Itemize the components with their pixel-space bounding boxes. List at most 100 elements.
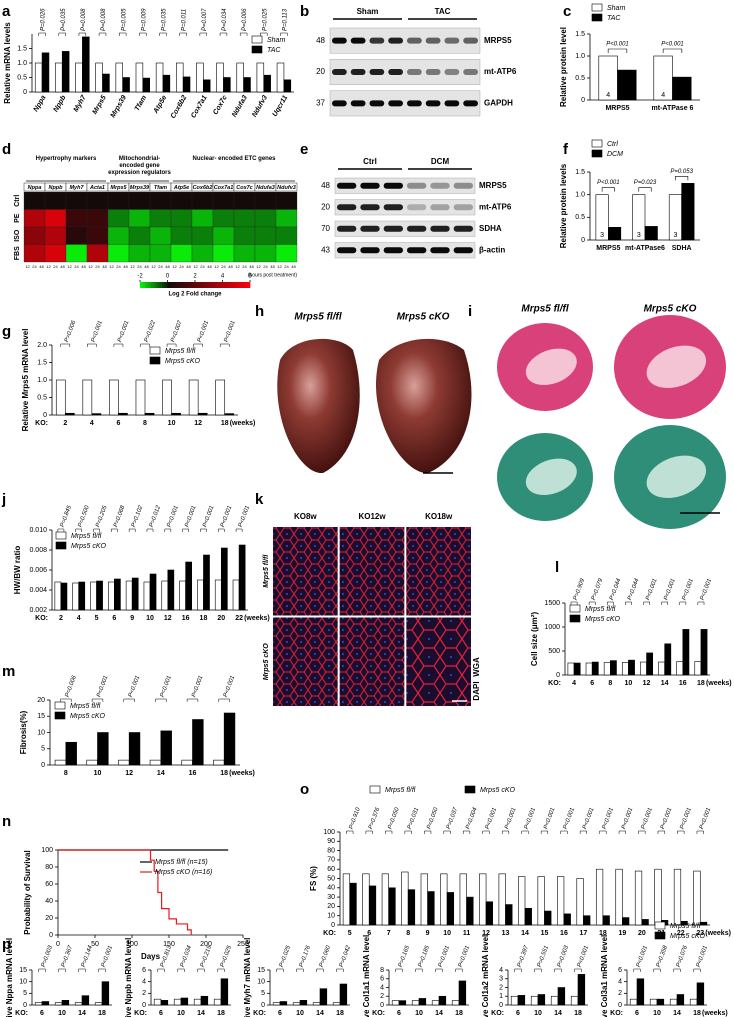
bar: [634, 870, 643, 926]
p-value: P<0.001: [117, 320, 130, 343]
timepoint-label: 24: [74, 264, 79, 269]
marker-label: 20: [321, 202, 330, 211]
bar: [682, 629, 690, 676]
p-value: P<0.001: [543, 807, 556, 830]
bar: [102, 73, 110, 93]
bar: [220, 547, 228, 611]
bracket: [570, 601, 578, 605]
marker-label: 37: [316, 98, 325, 107]
y-axis-label: Relative Col3a1 mRNA level: [600, 935, 609, 1017]
heat-cell: [86, 244, 109, 263]
column-label: KO8w: [294, 512, 317, 521]
heat-cell: [212, 191, 235, 210]
n-label: 4: [606, 92, 610, 99]
bracket: [601, 187, 615, 192]
row-label: PE: [14, 213, 21, 223]
bracket: [60, 698, 72, 702]
panel-letter: b: [300, 3, 309, 20]
heat-cell: [23, 226, 46, 245]
bar: [176, 62, 184, 93]
x-prefix: KO:: [15, 1010, 28, 1017]
bracket: [534, 968, 542, 972]
bracket: [111, 528, 118, 532]
bar: [411, 1000, 420, 1006]
n-label: 3: [686, 232, 690, 239]
p-value: P=0.165: [398, 944, 412, 968]
timepoint-label: 12: [25, 264, 30, 269]
bar: [72, 582, 80, 611]
bar: [505, 904, 513, 926]
blot-band: [430, 247, 450, 254]
y-tick-label: 80: [45, 864, 53, 871]
y-tick-label: 20: [37, 697, 45, 704]
timepoint-label: 24: [284, 264, 289, 269]
bar: [689, 998, 698, 1006]
x-tick-label: 18: [697, 680, 705, 687]
bracket: [155, 698, 167, 702]
p-value: P=0.176: [299, 944, 313, 968]
gene-label: Mrps39: [130, 185, 150, 191]
colorbar-tick-label: 2: [193, 274, 197, 280]
row-label: Mrps5 cKO: [263, 643, 270, 681]
heat-cell: [149, 244, 172, 263]
bar: [171, 412, 181, 416]
bar: [401, 871, 409, 926]
bracket: [661, 601, 669, 605]
legend-swatch: [569, 614, 581, 623]
bracket: [123, 698, 135, 702]
timepoint-label: 12: [214, 264, 219, 269]
blot-band: [430, 182, 450, 189]
blot-band: [332, 37, 347, 44]
colorbar-step: [222, 282, 226, 288]
micrograph: [339, 527, 405, 616]
timepoint-label: 48: [291, 264, 296, 269]
bracket: [574, 968, 582, 972]
blot-band: [453, 247, 473, 254]
bar: [125, 580, 133, 611]
bar: [672, 76, 692, 101]
x-tick-label: 4: [77, 615, 81, 622]
p-value: P=0.008: [81, 8, 87, 31]
colorbar-step: [214, 282, 218, 288]
bracket: [239, 32, 248, 36]
blot-strip: [334, 220, 476, 237]
bracket: [633, 968, 641, 972]
bracket: [128, 528, 136, 532]
legend-label: TAC: [267, 47, 281, 54]
legend-swatch: [591, 3, 603, 12]
bar: [595, 868, 604, 926]
blot-band: [407, 204, 427, 211]
blot-band: [463, 69, 478, 75]
p-value: P<0.001: [202, 505, 215, 528]
x-prefix: KO:: [323, 930, 336, 937]
y-tick-label: 50: [327, 875, 335, 882]
legend-swatch: [55, 541, 67, 550]
bar: [149, 759, 162, 766]
bar: [510, 995, 519, 1006]
p-value: P=0.035: [61, 8, 67, 31]
p-value: P=0.034: [222, 8, 228, 31]
bar: [339, 983, 348, 1006]
blot-band: [407, 225, 427, 232]
x-tick-label: 10: [177, 1010, 185, 1017]
bar: [649, 998, 658, 1006]
legend-label: Ctrl: [607, 141, 618, 148]
y-tick-label: 3: [499, 976, 503, 983]
timepoint-label: 24: [137, 264, 142, 269]
bar: [64, 412, 75, 416]
x-tick-label: 6: [112, 615, 116, 622]
bracket: [78, 32, 87, 36]
blot-strip: [334, 199, 476, 216]
bar: [75, 62, 83, 93]
colorbar-label: Log 2 Fold change: [168, 292, 222, 298]
x-tick-label: 10: [625, 680, 633, 687]
bracket: [60, 343, 71, 347]
bracket: [159, 32, 167, 36]
p-value: P<0.001: [645, 578, 658, 601]
image-label: Mrps5 cKO: [644, 304, 697, 315]
group-label: DCM: [431, 157, 450, 166]
p-value: P=0.031: [407, 807, 420, 830]
timepoint-label: 12: [46, 264, 51, 269]
p-value: P<0.001: [680, 807, 693, 830]
bar: [256, 62, 265, 93]
